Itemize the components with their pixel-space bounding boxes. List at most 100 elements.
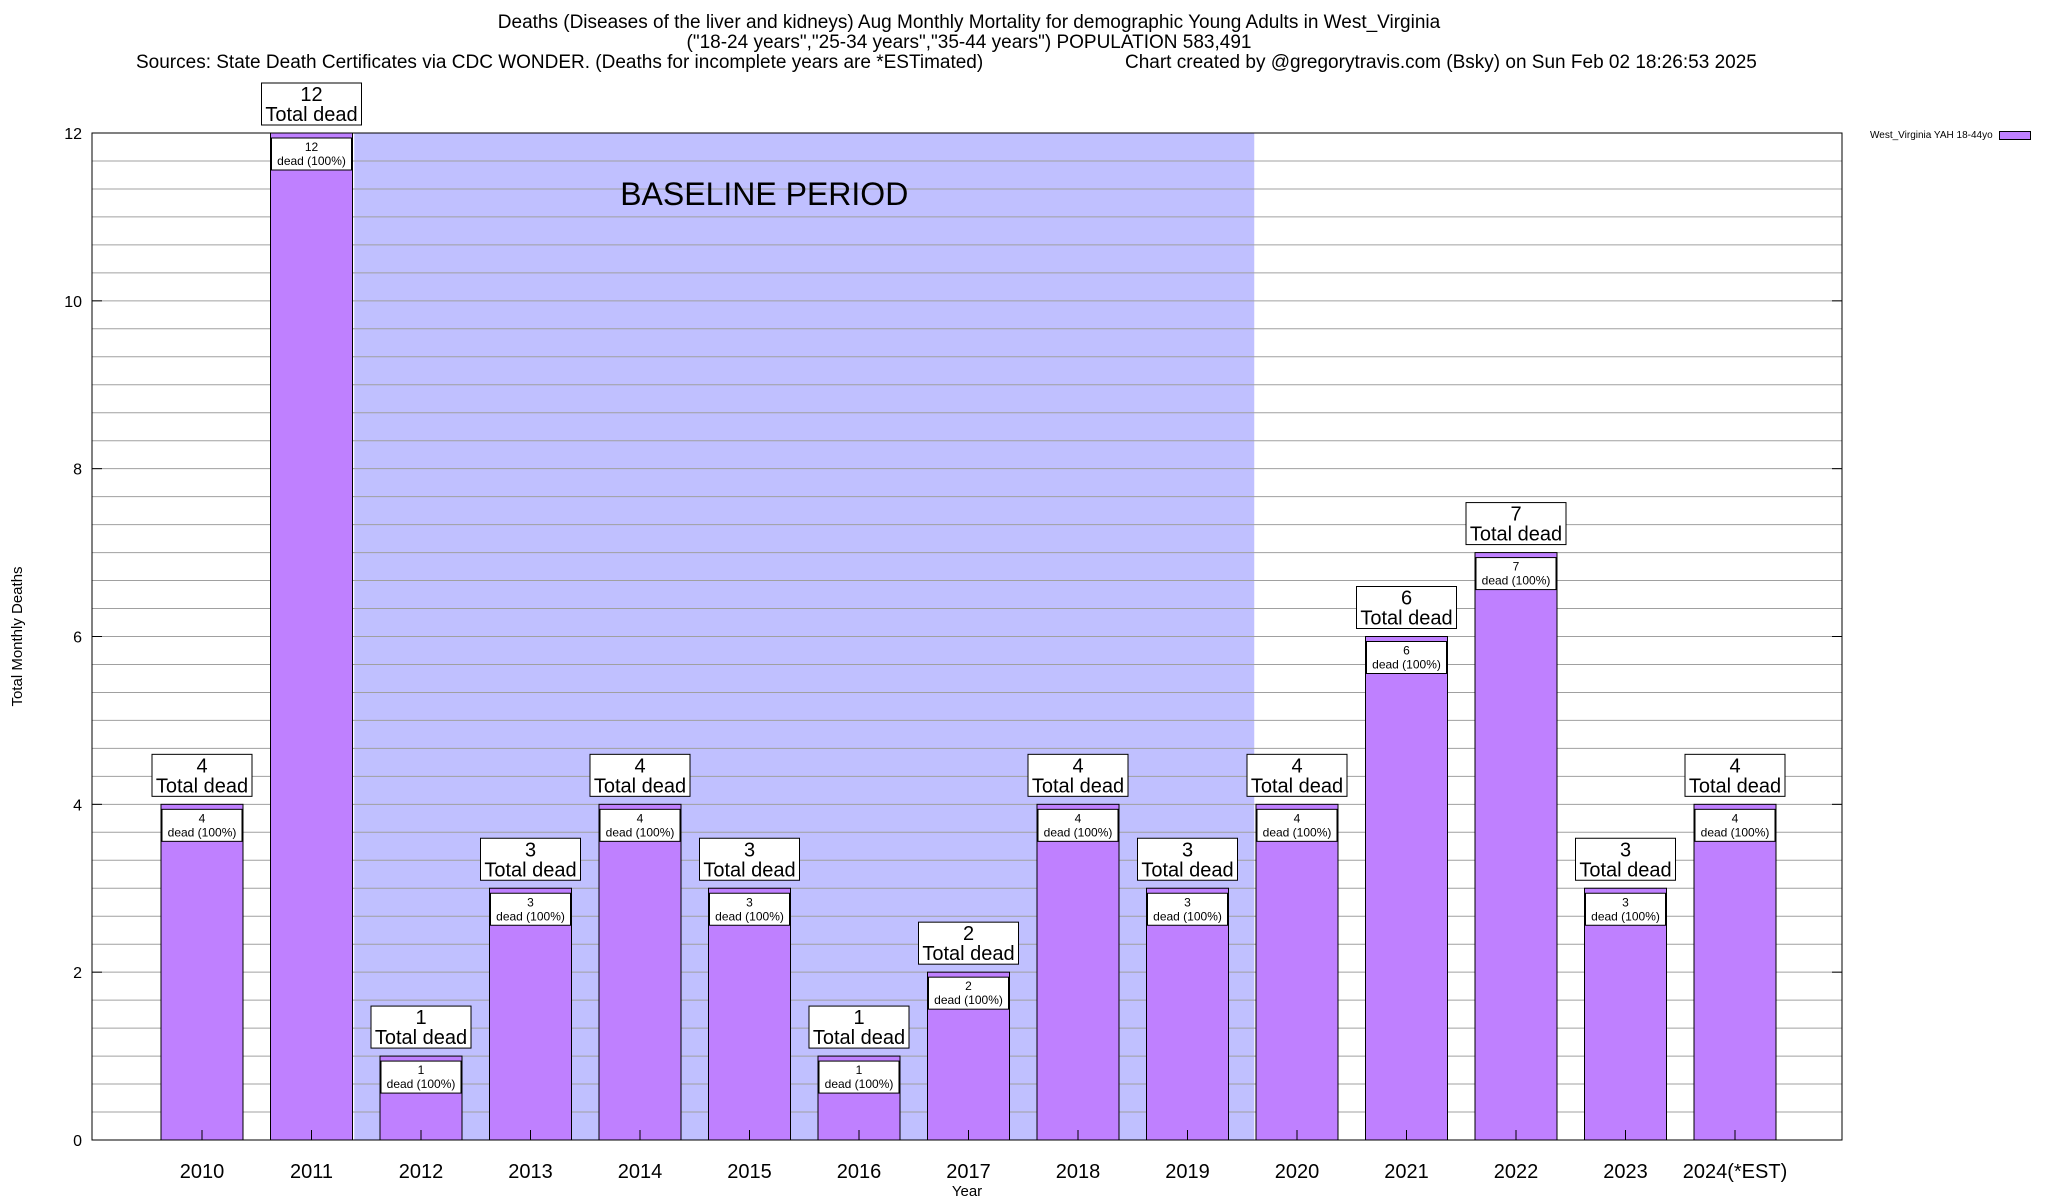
bar-total-label: Total dead: [813, 1027, 905, 1049]
bar-inner-value: 4: [199, 811, 206, 825]
bar-inner-label: dead (100%): [934, 993, 1003, 1007]
bar-total-label: Total dead: [1579, 859, 1671, 881]
bar-inner-label-box: [709, 892, 790, 926]
bar-inner-label: dead (100%): [496, 909, 565, 923]
bar-total-value: 4: [1072, 755, 1083, 777]
bar-inner-value: 4: [1732, 811, 1739, 825]
bar-inner-label-box: [380, 1060, 462, 1094]
bar-inner-label-box: [1256, 808, 1338, 842]
x-tick-label: 2015: [727, 1161, 772, 1183]
x-tick-label: 2024(*EST): [1683, 1161, 1788, 1183]
bar-inner-value: 6: [1403, 644, 1410, 658]
x-tick-label: 2016: [837, 1161, 882, 1183]
bar-total-label: Total dead: [1470, 524, 1562, 546]
x-tick-label: 2017: [946, 1161, 991, 1183]
y-axis-label: Total Monthly Deaths: [9, 566, 26, 706]
bar-total-value: 4: [634, 755, 645, 777]
chart-title: Deaths (Diseases of the liver and kidney…: [497, 12, 1441, 33]
bar-total-box: [1575, 837, 1676, 881]
bar-total-label: Total dead: [1141, 859, 1233, 881]
chart-subtitle: ("18-24 years","25-34 years","35-44 year…: [686, 32, 1252, 53]
x-axis-label: Year: [952, 1183, 982, 1200]
bar-inner-value: 3: [746, 895, 753, 909]
bar-total-label: Total dead: [1689, 775, 1781, 797]
bar-inner-label: dead (100%): [1482, 574, 1551, 588]
bar-inner-label: dead (100%): [1372, 658, 1441, 672]
bar: [1365, 636, 1448, 1141]
y-tick-label: 6: [73, 630, 82, 647]
bar: [598, 803, 682, 1141]
bar-inner-label-box: [1694, 808, 1776, 842]
legend-swatch: [1998, 130, 2031, 140]
bar-total-value: 3: [744, 839, 755, 861]
bar-total-box: [589, 753, 691, 797]
bar-total-box: [918, 921, 1019, 965]
chart-sources: Sources: State Death Certificates via CD…: [136, 52, 984, 73]
bar-total-box: [1356, 586, 1457, 629]
bar-total-label: Total dead: [1251, 775, 1343, 797]
bar-inner-label: dead (100%): [1263, 825, 1332, 839]
bar-total-value: 3: [525, 839, 536, 861]
bar-inner-label: dead (100%): [168, 825, 237, 839]
y-tick-label: 10: [64, 294, 82, 311]
x-tick-label: 2022: [1494, 1161, 1539, 1183]
bar-total-value: 4: [1729, 755, 1740, 777]
bar-inner-label-box: [599, 808, 681, 842]
bar-inner-label-box: [271, 137, 352, 171]
bar-total-label: Total dead: [375, 1027, 467, 1049]
bar-total-value: 7: [1510, 504, 1521, 526]
x-tick-label: 2010: [180, 1161, 225, 1183]
bar-total-label: Total dead: [703, 859, 795, 881]
bar-total-value: 12: [300, 84, 322, 106]
bar-total-value: 6: [1401, 588, 1412, 610]
bar-inner-label-box: [928, 976, 1009, 1010]
bar-inner-label-box: [490, 892, 571, 926]
bar-total-label: Total dead: [594, 775, 686, 797]
bar-inner-value: 1: [856, 1063, 863, 1077]
bar-total-box: [151, 753, 253, 797]
y-tick-label: 12: [64, 126, 82, 143]
bar-inner-value: 3: [1622, 895, 1629, 909]
bar: [1474, 552, 1558, 1141]
bar-total-label: Total dead: [1032, 775, 1124, 797]
bar: [1693, 803, 1777, 1141]
bar: [270, 132, 353, 1141]
chart-credit: Chart created by @gregorytravis.com (Bsk…: [1125, 52, 1757, 73]
bar-inner-label-box: [161, 808, 243, 842]
bar-inner-label-box: [1585, 892, 1666, 926]
bar-total-value: 2: [963, 923, 974, 945]
bar: [1584, 887, 1667, 1141]
legend-label: West_Virginia YAH 18-44yo: [1870, 130, 1993, 141]
x-tick-label: 2013: [508, 1161, 553, 1183]
bar-total-value: 3: [1620, 839, 1631, 861]
bar-inner-label: dead (100%): [277, 154, 346, 168]
bar-inner-label: dead (100%): [1153, 909, 1222, 923]
bar-inner-value: 3: [527, 895, 534, 909]
bar-inner-label-box: [1147, 892, 1228, 926]
bar-inner-value: 4: [1294, 811, 1301, 825]
x-tick-label: 2012: [399, 1161, 444, 1183]
bar-inner-value: 4: [1075, 811, 1082, 825]
bar-inner-label: dead (100%): [1044, 825, 1113, 839]
bar-total-value: 3: [1182, 839, 1193, 861]
plot-frame: [91, 132, 1843, 1141]
bar-total-box: [1465, 502, 1567, 546]
bar-total-label: Total dead: [265, 104, 357, 126]
baseline-label: BASELINE PERIOD: [620, 176, 908, 212]
bar: [708, 887, 791, 1141]
bar-total-value: 4: [1291, 755, 1302, 777]
bar-total-label: Total dead: [1360, 608, 1452, 630]
bar: [1146, 887, 1229, 1141]
bar-inner-value: 3: [1184, 895, 1191, 909]
bar: [1036, 803, 1120, 1141]
y-tick-label: 8: [73, 462, 82, 479]
bar-inner-value: 7: [1513, 560, 1520, 574]
bar-inner-label: dead (100%): [715, 909, 784, 923]
bar: [489, 887, 572, 1141]
x-tick-label: 2014: [618, 1161, 663, 1183]
x-tick-label: 2023: [1603, 1161, 1648, 1183]
bar-inner-label-box: [1037, 808, 1119, 842]
bar-total-box: [1137, 837, 1238, 881]
bar-total-label: Total dead: [156, 775, 248, 797]
